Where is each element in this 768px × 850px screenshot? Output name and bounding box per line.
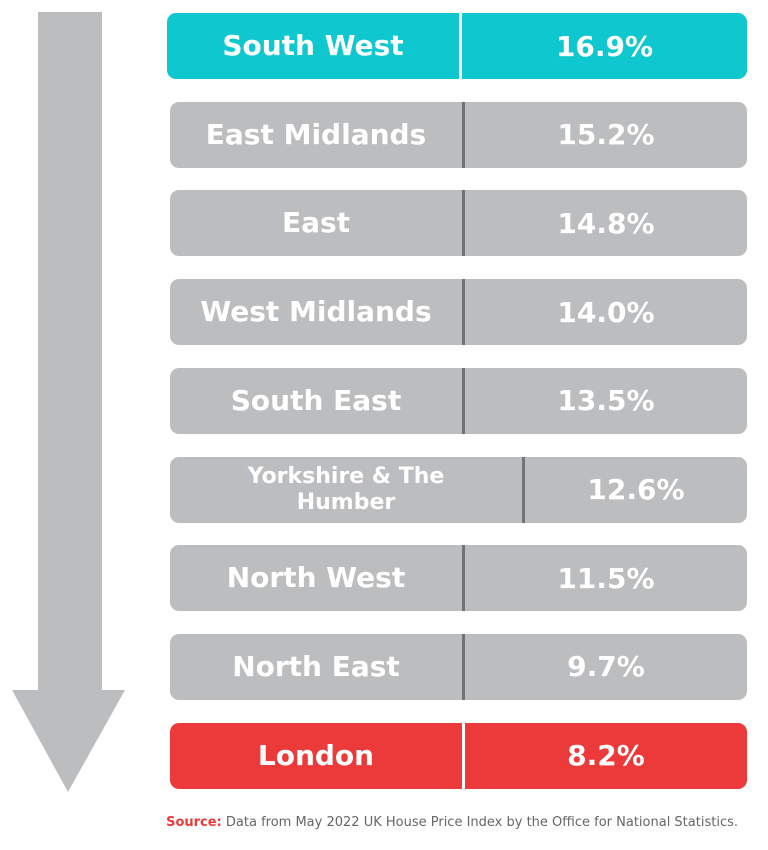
region-row: West Midlands 14.0%: [170, 279, 747, 346]
source-note: Source: Data from May 2022 UK House Pric…: [166, 815, 738, 830]
divider: [462, 367, 465, 434]
region-row: East 14.8%: [170, 190, 747, 257]
price-change: 11.5%: [557, 561, 655, 595]
region-row: North West 11.5%: [170, 545, 747, 612]
price-change: 15.2%: [557, 118, 655, 152]
divider: [462, 279, 465, 346]
down-arrow: [12, 12, 125, 792]
region-name: Yorkshire & The Humber: [247, 463, 445, 515]
arrow-head: [12, 690, 125, 792]
price-change: 14.8%: [557, 206, 655, 240]
divider: [462, 101, 465, 168]
region-name: East Midlands: [205, 117, 427, 151]
divider: [462, 545, 465, 612]
region-row: South West 16.9%: [167, 13, 747, 79]
region-row: London 8.2%: [170, 722, 747, 789]
price-change: 13.5%: [557, 384, 655, 418]
region-name: London: [257, 738, 375, 772]
price-change: 16.9%: [555, 29, 654, 63]
region-name: West Midlands: [200, 295, 432, 329]
region-row: North East 9.7%: [170, 633, 747, 700]
divider: [462, 190, 465, 257]
region-row: South East 13.5%: [170, 367, 747, 434]
region-name: South East: [230, 383, 402, 417]
source-label: Source:: [166, 815, 222, 830]
region-name: South West: [222, 29, 404, 62]
region-row: East Midlands 15.2%: [170, 101, 747, 168]
arrow-shaft: [38, 12, 102, 692]
price-change: 8.2%: [567, 739, 645, 773]
price-change: 12.6%: [587, 473, 685, 506]
region-name: East: [281, 206, 351, 240]
divider: [522, 456, 525, 523]
region-name: North West: [226, 561, 406, 595]
divider: [462, 722, 465, 789]
price-change: 14.0%: [557, 295, 655, 329]
divider: [462, 633, 465, 700]
price-change: 9.7%: [567, 650, 645, 684]
divider: [459, 13, 462, 79]
region-name: North East: [232, 649, 400, 683]
region-row: Yorkshire & The Humber 12.6%: [170, 456, 747, 523]
source-text: Data from May 2022 UK House Price Index …: [225, 815, 738, 830]
